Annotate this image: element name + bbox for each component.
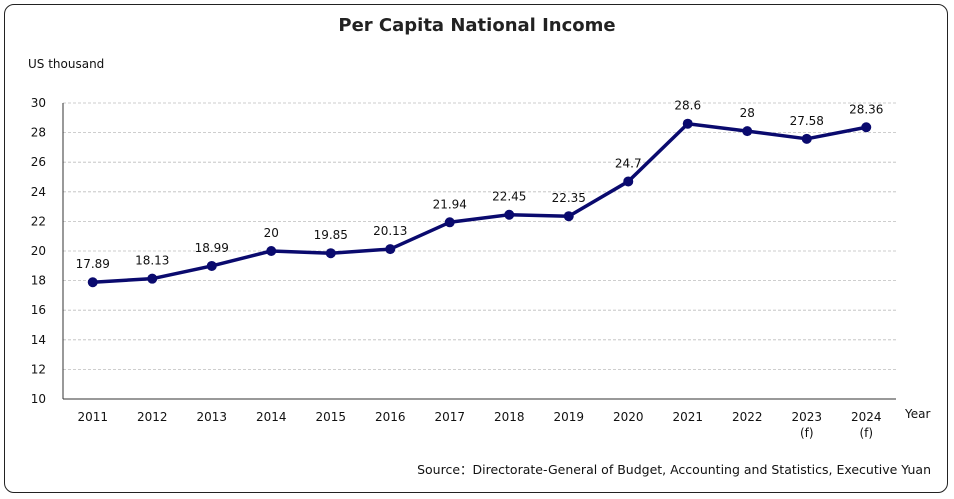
x-tick-label: 2021 [672,410,703,424]
data-label: 24.7 [615,156,642,170]
x-tick-label: 2014 [256,410,287,424]
y-tick-labels: 10 12 14 16 18 20 22 24 26 28 30 [31,96,46,406]
x-tick-label: 2016 [375,410,406,424]
y-tick-label: 12 [31,362,46,376]
x-tick-label: 2022 [732,410,763,424]
series-line [92,121,867,284]
data-label: 19.85 [314,228,348,242]
x-tick-label: 2013 [196,410,227,424]
data-label: 28 [740,106,755,120]
data-label: 21.94 [433,197,467,211]
data-label: 18.13 [135,254,169,268]
data-point [444,217,455,228]
data-point [742,126,753,137]
data-point [147,273,158,284]
y-tick-label: 10 [31,392,46,406]
data-label: 22.35 [552,191,586,205]
y-tick-label: 28 [31,126,46,140]
x-tick-label: 2023 [791,410,822,424]
y-tick-label: 26 [31,155,46,169]
x-tick-label: 2011 [77,410,108,424]
y-tick-label: 18 [31,274,46,288]
data-point [206,260,217,271]
axes [62,103,896,400]
y-tick-label: 30 [31,96,46,110]
x-tick-label: 2019 [553,410,584,424]
y-tick-label: 14 [31,333,46,347]
data-label: 20.13 [373,224,407,238]
data-series [87,118,872,288]
data-point [682,118,693,129]
x-tick-label: 2017 [434,410,465,424]
x-tick-label: 2012 [137,410,168,424]
data-point [801,133,812,144]
x-tick-label: 2024 [851,410,882,424]
data-label: 17.89 [76,257,110,271]
chart-frame [4,4,948,493]
y-tick-label: 22 [31,214,46,228]
y-tick-label: 20 [31,244,46,258]
data-point [266,246,277,256]
data-point [87,277,98,288]
x-axis-label: Year [904,407,930,421]
data-label: 22.45 [492,190,526,204]
data-point [385,244,396,255]
y-axis-unit-label: US thousand [28,57,104,71]
source-note: Source：Directorate-General of Budget, Ac… [417,462,931,477]
y-tick-label: 16 [31,303,46,317]
y-tick-label: 24 [31,185,46,199]
data-point [504,209,515,220]
data-point [325,248,336,259]
chart-title: Per Capita National Income [338,15,615,36]
data-point [623,176,634,187]
x-tick-sublabel: (f) [800,426,814,440]
data-label: 28.36 [849,102,883,116]
data-label: 20 [264,226,279,240]
data-label: 18.99 [195,241,229,255]
grid-lines [63,102,896,370]
x-tick-label: 2020 [613,410,644,424]
data-label: 28.6 [674,99,701,113]
x-tick-labels: 2011 2012 2013 2014 2015 2016 2017 2018 2019 2020… [77,410,881,440]
data-labels: 17.89 18.13 18.99 20 19.85 20.13 21.94 22.45 22.… [76,99,884,272]
x-tick-label: 2018 [494,410,525,424]
data-point [563,211,574,222]
x-tick-label: 2015 [315,410,346,424]
data-label: 27.58 [790,114,824,128]
x-tick-sublabel: (f) [859,426,873,440]
data-point [861,122,872,133]
